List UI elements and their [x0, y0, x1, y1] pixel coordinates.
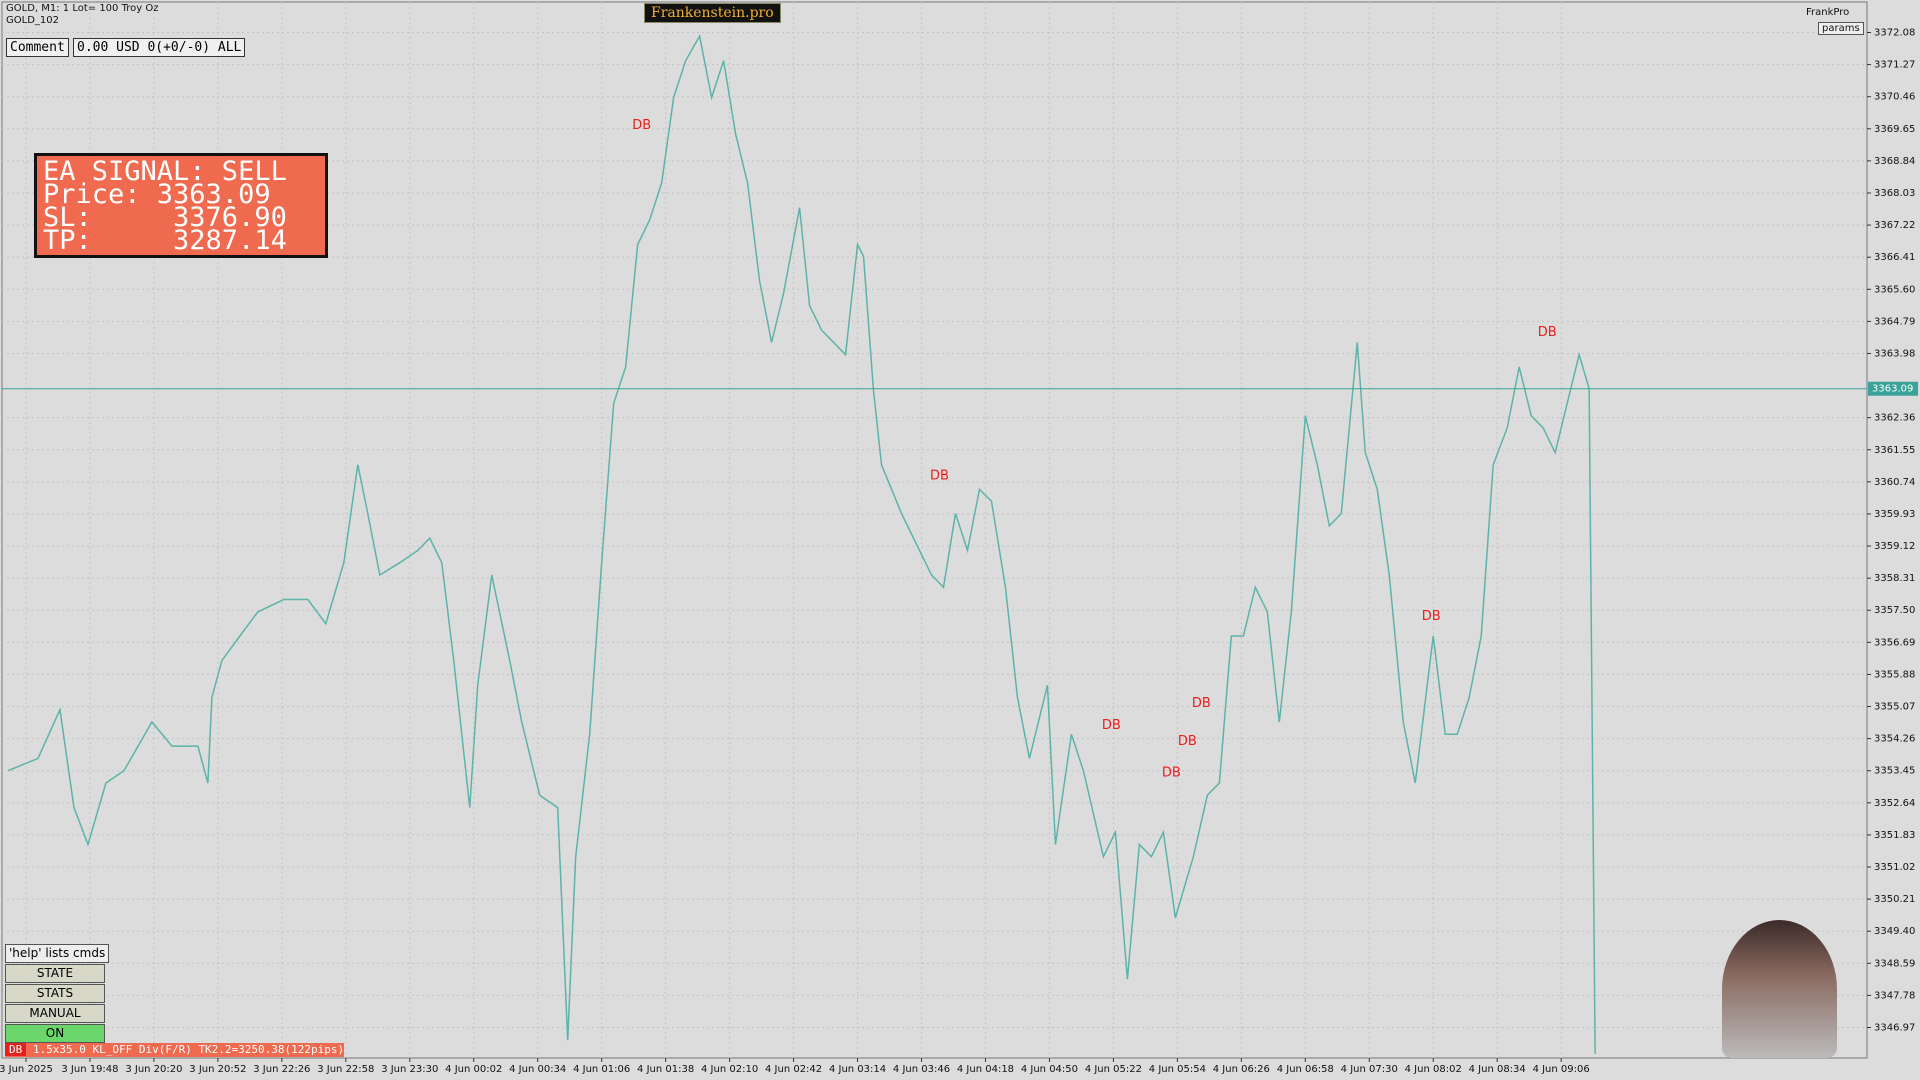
y-tick-label: 3365.60	[1874, 284, 1915, 295]
status-text: 1.5x35.0 KL_OFF Div(F/R) TK2.2=3250.38(1…	[32, 1043, 345, 1056]
y-tick-label: 3359.12	[1874, 541, 1915, 552]
y-tick-label: 3351.02	[1874, 862, 1915, 873]
y-tick-label: 3348.59	[1874, 958, 1915, 969]
comment-value: 0.00 USD 0(+0/-0) ALL	[73, 38, 246, 57]
signal-line: SL: 3376.90	[43, 202, 287, 233]
signal-box: EA SIGNAL: SELL Price: 3363.09 SL: 3376.90…	[34, 153, 328, 258]
x-tick-label: 4 Jun 05:22	[1085, 1064, 1142, 1075]
signal-line: Price: 3363.09	[43, 179, 271, 210]
y-tick-label: 3347.78	[1874, 990, 1915, 1001]
annotation: DB	[1102, 718, 1121, 733]
x-tick-label: 4 Jun 02:10	[701, 1064, 758, 1075]
y-tick-label: 3360.74	[1874, 477, 1915, 488]
y-tick-label: 3369.65	[1874, 124, 1915, 135]
command-button[interactable]: STATS	[5, 984, 105, 1003]
annotation: DB	[1192, 696, 1211, 711]
y-tick-label: 3355.88	[1874, 669, 1915, 680]
y-tick-label: 3358.31	[1874, 573, 1915, 584]
y-tick-label: 3366.41	[1874, 252, 1915, 263]
status-tag: DB	[5, 1043, 27, 1056]
y-tick-label: 3368.84	[1874, 156, 1915, 167]
x-tick-label: 4 Jun 01:38	[637, 1064, 694, 1075]
x-tick-label: 3 Jun 2025	[0, 1064, 53, 1075]
x-tick-label: 4 Jun 02:42	[765, 1064, 822, 1075]
annotation: DB	[930, 468, 949, 483]
x-tick-label: 4 Jun 08:34	[1469, 1064, 1526, 1075]
y-tick-label: 3372.08	[1874, 28, 1915, 39]
x-tick-label: 4 Jun 06:26	[1213, 1064, 1270, 1075]
x-tick-label: 4 Jun 00:34	[509, 1064, 566, 1075]
y-tick-label: 3349.40	[1874, 926, 1915, 937]
annotation: DB	[632, 118, 651, 133]
params-button[interactable]: params	[1818, 22, 1864, 35]
command-button[interactable]: 'help' lists cmds	[5, 944, 110, 963]
y-tick-label: 3364.79	[1874, 316, 1915, 327]
x-tick-label: 4 Jun 04:18	[957, 1064, 1014, 1075]
y-tick-label: 3352.64	[1874, 798, 1915, 809]
symbol: GOLD, M1: 1 Lot= 100 Troy Oz	[6, 3, 159, 14]
y-tick-label: 3353.45	[1874, 766, 1915, 777]
x-tick-label: 3 Jun 20:20	[125, 1064, 182, 1075]
x-tick-label: 4 Jun 00:02	[445, 1064, 502, 1075]
y-tick-label: 3367.22	[1874, 220, 1915, 231]
x-tick-label: 4 Jun 05:54	[1149, 1064, 1206, 1075]
y-tick-label: 3370.46	[1874, 92, 1915, 103]
y-tick-label: 3362.36	[1874, 413, 1915, 424]
x-tick-label: 4 Jun 03:14	[829, 1064, 886, 1075]
y-tick-label: 3351.83	[1874, 830, 1915, 841]
signal-line: TP: 3287.14	[43, 225, 287, 256]
status-bar: DB 1.5x35.0 KL_OFF Div(F/R) TK2.2=3250.3…	[5, 1043, 345, 1057]
x-tick-label: 3 Jun 23:30	[381, 1064, 438, 1075]
y-tick-label: 3363.98	[1874, 348, 1915, 359]
annotation: DB	[1538, 325, 1557, 340]
x-tick-label: 4 Jun 04:50	[1021, 1064, 1078, 1075]
command-button[interactable]: MANUAL	[5, 1004, 105, 1023]
brand: Frankenstein.pro	[644, 3, 781, 23]
comment-label: Comment	[6, 38, 69, 57]
y-tick-label: 3361.55	[1874, 445, 1915, 456]
template: GOLD_102	[6, 15, 59, 26]
x-tick-label: 3 Jun 20:52	[189, 1064, 246, 1075]
y-tick-label: 3355.07	[1874, 702, 1915, 713]
x-tick-label: 4 Jun 09:06	[1533, 1064, 1590, 1075]
annotation: DB	[1422, 609, 1441, 624]
y-tick-label: 3356.69	[1874, 637, 1915, 648]
annotation: DB	[1178, 734, 1197, 749]
y-tick-label: 3357.50	[1874, 605, 1915, 616]
y-tick-label: 3359.93	[1874, 509, 1915, 520]
x-tick-label: 3 Jun 22:58	[317, 1064, 374, 1075]
price-line	[7, 33, 1596, 1055]
command-button[interactable]: ON	[5, 1024, 105, 1043]
user: FrankPro	[1806, 7, 1850, 18]
x-tick-label: 4 Jun 06:58	[1277, 1064, 1334, 1075]
y-tick-label: 3354.26	[1874, 734, 1915, 745]
avatar	[1722, 920, 1837, 1058]
y-tick-label: 3371.27	[1874, 60, 1915, 71]
bid-label: 3363.09	[1872, 384, 1913, 395]
annotation: DB	[1162, 766, 1181, 781]
bid-label-bg	[1868, 381, 1918, 396]
y-tick-label: 3350.21	[1874, 894, 1915, 905]
signal-line: EA SIGNAL: SELL	[43, 156, 287, 187]
y-tick-label: 3346.97	[1874, 1022, 1915, 1033]
y-tick-label: 3368.03	[1874, 188, 1915, 199]
x-tick-label: 3 Jun 22:26	[253, 1064, 310, 1075]
x-tick-label: 4 Jun 08:02	[1405, 1064, 1462, 1075]
x-tick-label: 4 Jun 07:30	[1341, 1064, 1398, 1075]
command-button[interactable]: STATE	[5, 964, 105, 983]
x-tick-label: 3 Jun 19:48	[61, 1064, 118, 1075]
x-tick-label: 4 Jun 01:06	[573, 1064, 630, 1075]
x-tick-label: 4 Jun 03:46	[893, 1064, 950, 1075]
